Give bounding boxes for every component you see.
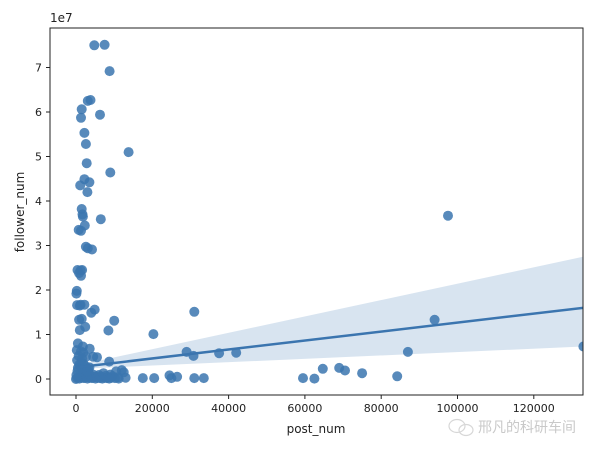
data-point (86, 307, 97, 318)
x-tick-label: 20000 (135, 402, 170, 415)
data-point (105, 167, 116, 178)
data-point (357, 368, 368, 379)
data-point (198, 373, 209, 384)
data-point (89, 40, 100, 51)
data-point (189, 373, 200, 384)
data-point (80, 139, 91, 149)
data-point (429, 314, 440, 325)
data-point (76, 225, 86, 236)
data-point (71, 288, 82, 299)
data-point (78, 347, 89, 358)
data-point (92, 352, 102, 363)
watermark-text: 邢凡的科研车间 (478, 419, 576, 436)
data-point (578, 341, 583, 352)
x-tick-label: 0 (73, 402, 80, 415)
data-point (402, 346, 413, 357)
data-point (75, 180, 86, 191)
data-point (104, 66, 115, 77)
data-point (309, 373, 320, 384)
y-tick-label: 1 (35, 329, 42, 342)
data-point (76, 112, 86, 123)
data-point (74, 300, 85, 311)
wechat-icon (448, 418, 474, 437)
data-point (87, 244, 97, 255)
data-point (172, 371, 183, 382)
ci-band (79, 256, 583, 369)
data-point (95, 214, 106, 225)
y-tick-label: 7 (35, 62, 42, 75)
watermark: 邢凡的科研车间 (448, 418, 576, 437)
data-point (298, 373, 308, 384)
data-point (76, 104, 87, 115)
y-axis-offset-label: 1e7 (50, 11, 73, 25)
x-tick-label: 120000 (513, 402, 555, 415)
data-point (84, 177, 95, 188)
x-tick-label: 60000 (287, 402, 322, 415)
plot-frame (49, 27, 584, 396)
data-point (74, 314, 85, 325)
data-point (103, 325, 114, 336)
y-tick-label: 6 (35, 106, 42, 119)
regression-line (79, 306, 583, 369)
data-point (148, 329, 159, 340)
data-point (95, 109, 105, 120)
data-point (77, 211, 88, 222)
data-point (79, 127, 90, 138)
scatter-points (71, 39, 583, 384)
axes: 0 20000 40000 60000 80000 100000 120000 0 1 2 3 4 5 6… (35, 27, 584, 415)
data-point (85, 95, 96, 105)
data-point (443, 210, 453, 221)
data-point (231, 347, 242, 358)
data-point (189, 306, 200, 317)
data-point (113, 373, 124, 384)
data-point (317, 363, 328, 374)
data-point (82, 187, 93, 198)
y-tick-label: 0 (35, 373, 42, 386)
data-point (137, 373, 148, 384)
data-point (392, 371, 403, 382)
data-point (76, 270, 86, 281)
y-tick-label: 5 (35, 151, 42, 164)
data-point (81, 158, 92, 169)
data-point (74, 325, 85, 336)
confidence-interval-band (79, 256, 583, 369)
x-tick-label: 100000 (437, 402, 479, 415)
data-point (340, 365, 350, 376)
x-axis-label: post_num (287, 422, 346, 436)
y-axis-label: follower_num (13, 172, 27, 253)
data-point (123, 147, 134, 158)
data-point (71, 370, 82, 380)
data-point (99, 39, 110, 50)
regression-line-path (79, 306, 583, 369)
x-tick-label: 80000 (364, 402, 399, 415)
y-tick-label: 4 (35, 195, 42, 208)
data-point (109, 315, 120, 326)
y-tick-label: 2 (35, 284, 42, 297)
y-tick-label: 3 (35, 240, 42, 253)
x-tick-label: 40000 (211, 402, 246, 415)
data-point (149, 373, 160, 384)
